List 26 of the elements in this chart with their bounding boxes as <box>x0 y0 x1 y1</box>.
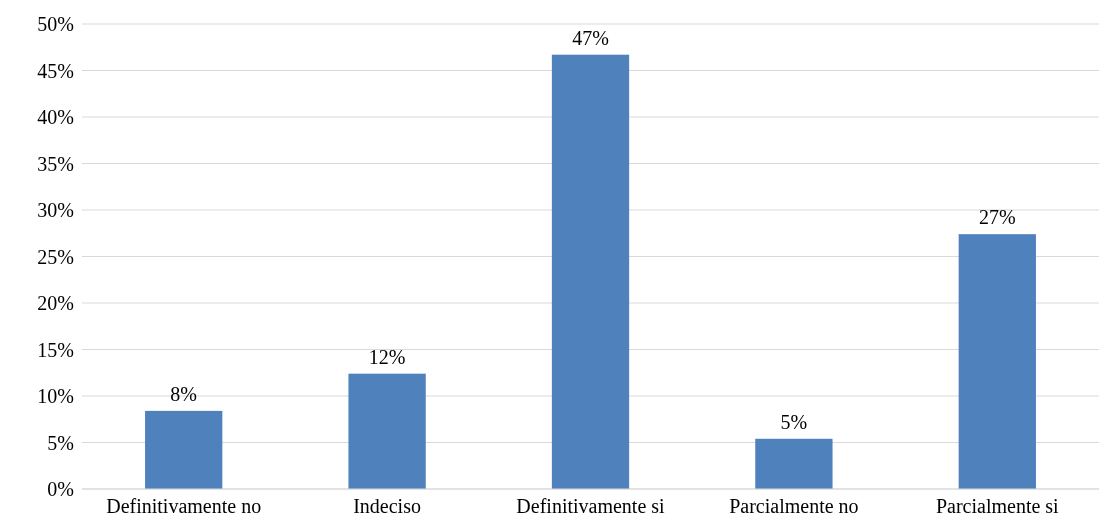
y-tick-label: 5% <box>47 431 74 454</box>
bar <box>145 410 223 489</box>
y-tick-label: 35% <box>37 152 74 175</box>
y-tick-label: 30% <box>37 199 74 221</box>
x-tick-label: Indeciso <box>353 495 421 517</box>
bar <box>551 54 630 489</box>
x-tick-label: Parcialmente no <box>729 495 859 517</box>
x-tick-label: Parcialmente si <box>935 495 1060 517</box>
data-label: 27% <box>978 206 1016 229</box>
bar <box>958 234 1036 489</box>
y-tick-label: 45% <box>37 59 74 82</box>
y-tick-label: 15% <box>37 338 74 361</box>
data-label: 8% <box>170 382 198 405</box>
x-tick-label: Definitivamente si <box>516 495 666 517</box>
bar <box>755 438 833 489</box>
y-tick-label: 40% <box>37 106 74 128</box>
data-label: 12% <box>368 345 406 368</box>
y-tick-label: 50% <box>37 13 74 35</box>
y-tick-label: 20% <box>37 292 74 314</box>
x-tick-label: Definitivamente no <box>106 495 262 517</box>
y-tick-label: 25% <box>37 245 74 268</box>
data-label: 5% <box>780 410 808 433</box>
y-tick-label: 0% <box>47 478 74 500</box>
y-tick-label: 10% <box>37 385 74 407</box>
data-label: 47% <box>572 26 609 49</box>
bar <box>348 373 426 489</box>
